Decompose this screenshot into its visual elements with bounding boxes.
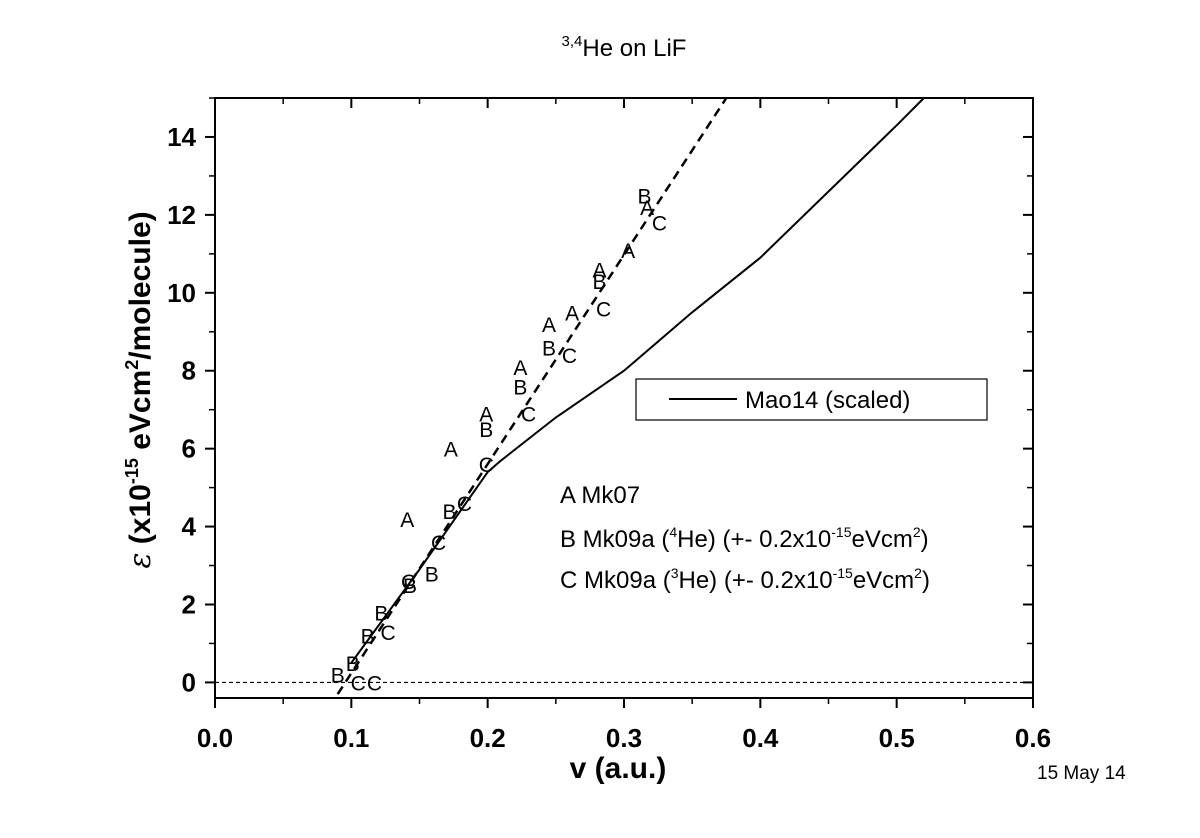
y-tick-label: 6: [182, 434, 196, 464]
annotation-a: A Mk07: [560, 482, 640, 509]
marker-c: C: [562, 345, 577, 368]
annotation-b: B Mk09a (4He) (+- 0.2x10-15eVcm2): [560, 524, 929, 553]
marker-b: B: [346, 653, 360, 676]
date-stamp: 15 May 14: [1037, 763, 1126, 784]
marker-c: C: [521, 404, 536, 427]
x-tick-label: 0.0: [197, 723, 233, 753]
marker-b: B: [425, 563, 439, 586]
chart-title-sup: 3,4: [562, 33, 583, 50]
y-tick-label: 0: [182, 667, 196, 697]
marker-c: C: [596, 298, 611, 321]
legend-label-mao14: Mao14 (scaled): [745, 387, 910, 414]
marker-a: A: [542, 314, 556, 337]
x-axis-label: v (a.u.): [570, 752, 667, 785]
y-axis-label: ε (x10-15 eVcm2/molecule): [122, 211, 158, 568]
marker-b: B: [513, 376, 527, 399]
marker-b: B: [331, 665, 345, 688]
marker-c: C: [367, 672, 382, 695]
y-tick-label: 12: [167, 200, 196, 230]
marker-c: C: [401, 571, 416, 594]
y-tick-label: 8: [182, 356, 196, 386]
y-tick-label: 10: [167, 278, 196, 308]
marker-a: A: [479, 404, 493, 427]
y-tick-label: 4: [182, 512, 197, 542]
marker-b: B: [542, 337, 556, 360]
chart-title-main: He on LiF: [582, 35, 686, 62]
annotation-c: C Mk09a (3He) (+- 0.2x10-15eVcm2): [560, 565, 930, 594]
marker-c: C: [381, 622, 396, 645]
dashed-fit-line: [336, 97, 728, 695]
mao14-scaled-line: [350, 97, 925, 664]
x-tick-label: 0.1: [333, 723, 369, 753]
marker-b: B: [361, 626, 375, 649]
marker-b: B: [637, 185, 651, 208]
x-tick-labels: 0.0 0.1 0.2 0.3 0.4 0.5 0.6: [197, 723, 1051, 753]
marker-a: A: [444, 439, 458, 462]
marker-a: A: [621, 240, 635, 263]
marker-c: C: [479, 454, 494, 477]
marker-c: C: [652, 213, 667, 236]
marker-a: A: [592, 259, 606, 282]
axis-ticks: [205, 97, 1034, 708]
x-tick-label: 0.5: [879, 723, 915, 753]
marker-b: B: [374, 602, 388, 625]
x-tick-label: 0.2: [470, 723, 506, 753]
x-tick-label: 0.4: [742, 723, 779, 753]
marker-b: B: [479, 419, 493, 442]
y-tick-label: 14: [167, 122, 196, 152]
chart-title: 3,4He on LiF: [562, 33, 687, 62]
marker-a: A: [640, 197, 654, 220]
marker-a: A: [565, 302, 579, 325]
marker-c: C: [457, 493, 472, 516]
marker-c: C: [431, 532, 446, 555]
marker-b: B: [403, 575, 417, 598]
y-tick-label: 2: [182, 589, 196, 619]
marker-c: C: [351, 672, 366, 695]
x-tick-label: 0.6: [1015, 723, 1051, 753]
x-tick-label: 0.3: [606, 723, 642, 753]
marker-b: B: [592, 271, 606, 294]
marker-a: A: [513, 357, 527, 380]
y-tick-labels: 0 2 4 6 8 10 12 14: [167, 122, 196, 697]
marker-b: B: [442, 501, 456, 524]
marker-a: A: [400, 509, 414, 532]
